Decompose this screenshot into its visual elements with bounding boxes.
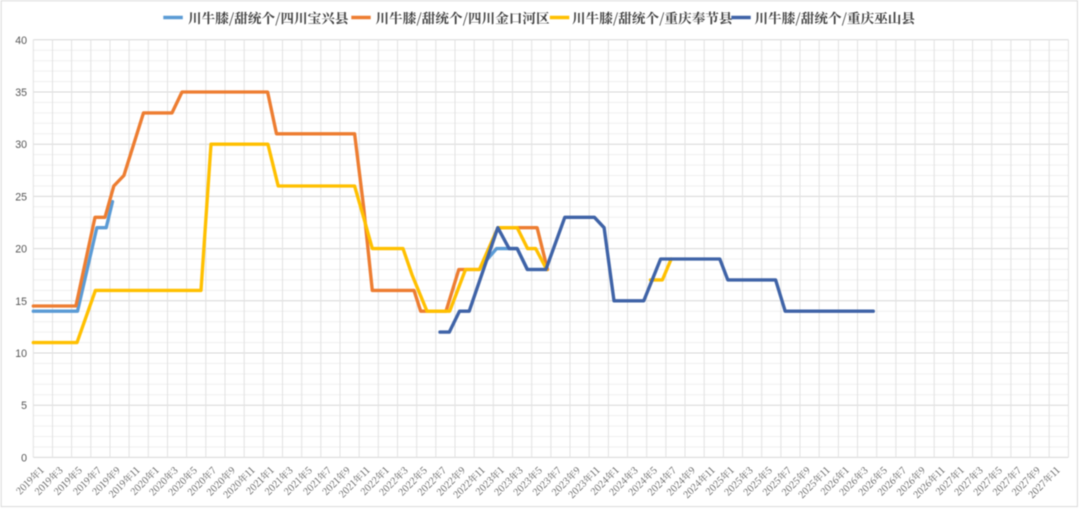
svg-text:30: 30 — [15, 139, 27, 151]
svg-text:35: 35 — [15, 87, 27, 99]
svg-text:10: 10 — [15, 348, 27, 360]
svg-text:25: 25 — [15, 191, 27, 203]
svg-text:5: 5 — [21, 400, 27, 412]
svg-text:15: 15 — [15, 296, 27, 308]
svg-text:20: 20 — [15, 244, 27, 256]
svg-text:40: 40 — [15, 35, 27, 47]
svg-text:0: 0 — [21, 452, 27, 464]
